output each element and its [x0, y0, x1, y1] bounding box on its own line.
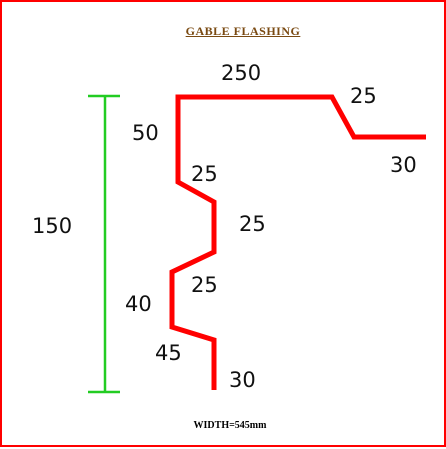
first-step-label: 25	[191, 162, 218, 186]
bottom-step-label: 45	[155, 341, 182, 365]
drawing-title: GABLE FLASHING	[185, 24, 301, 38]
drip-slope-label: 25	[350, 84, 377, 108]
bottom-leg-label: 30	[229, 368, 256, 392]
height-dimension-line	[88, 94, 120, 394]
flashing-profile	[169, 94, 426, 390]
lower-vertical-label: 40	[125, 292, 152, 316]
second-step-label: 25	[191, 273, 218, 297]
overall-height-label: 150	[32, 214, 72, 238]
width-note: WIDTH=545mm	[193, 420, 267, 431]
upper-vertical-label: 50	[132, 121, 159, 145]
middle-vertical-label: 25	[239, 212, 266, 236]
top-length-label: 250	[221, 61, 261, 85]
drip-return-label: 30	[390, 153, 417, 177]
